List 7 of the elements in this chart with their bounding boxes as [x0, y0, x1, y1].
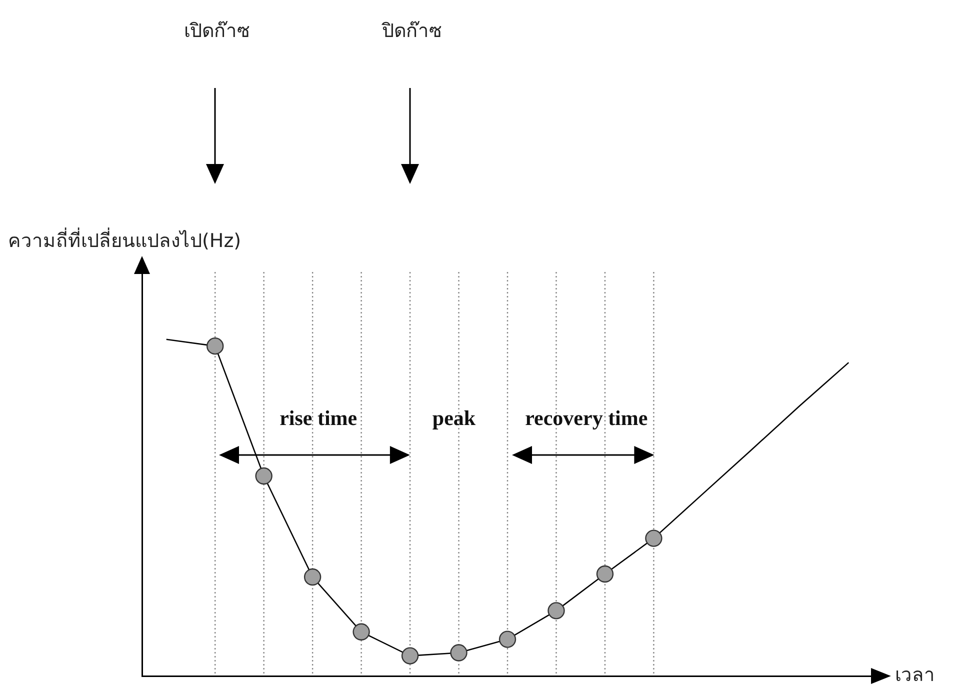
text: เปิดก๊าซ — [184, 19, 250, 44]
y-axis-title: ความถี่ที่เปลี่ยนแปลงไป(Hz) — [8, 226, 242, 254]
annotation: recovery time — [525, 406, 648, 430]
annotation: peak — [432, 406, 476, 430]
annotation: rise time — [280, 406, 358, 430]
text: ปิดก๊าซ — [382, 19, 442, 44]
x-axis-title: เวลา — [895, 663, 935, 688]
